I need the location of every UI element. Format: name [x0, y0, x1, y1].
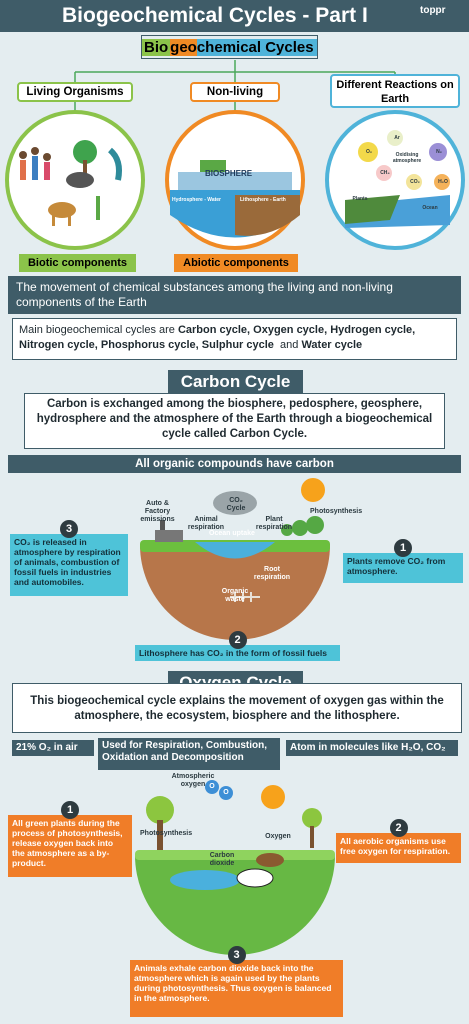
illustration-label: CH₄ [380, 170, 390, 176]
callout-number: 3 [60, 520, 78, 538]
nonliving-icons [170, 160, 300, 238]
component-label: Biotic components [19, 254, 136, 272]
callout: Lithosphere has CO₂ in the form of fossi… [135, 645, 340, 661]
illustration-label: Oxidising atmosphere [392, 152, 422, 164]
illustration-label: Ocean [422, 205, 438, 211]
illustration-label: Hydrosphere - Water [172, 197, 221, 203]
callout: CO₂ is released in atmosphere by respira… [10, 534, 128, 596]
illustration-label: atmosphere - air [198, 151, 237, 157]
main-cycles: Main biogeochemical cycles are Carbon cy… [12, 318, 457, 360]
cycles-text: Water cycle [301, 339, 363, 351]
page-title: Biogeochemical Cycles - Part I [0, 0, 469, 32]
callout-number: 2 [228, 631, 247, 649]
callout: All aerobic organisms use free oxygen fo… [336, 833, 461, 863]
callout-number: 3 [227, 946, 246, 964]
diagram-label: Auto & Factory emissions [140, 500, 175, 523]
oxygen-fact: Used for Respiration, Combustion, Oxidat… [98, 738, 280, 770]
illustration-label: Lithosphere - Earth [240, 197, 286, 203]
callout: All green plants during the process of p… [8, 815, 132, 877]
illustration-label: Plants [352, 196, 368, 202]
callout-number: 1 [61, 801, 79, 819]
illustration-label: N₂ [436, 149, 442, 155]
oxygen-diagram [135, 780, 335, 955]
carbon-description: Carbon is exchanged among the biosphere,… [24, 393, 445, 449]
title-part: Bio [142, 39, 171, 56]
diagram-label: Animal respiration [187, 516, 225, 531]
branch-label: Non-living [190, 82, 280, 102]
living-icons [19, 140, 122, 226]
diagram-label: Oxygen [265, 833, 291, 840]
diagram-label: Carbon dioxide [209, 852, 235, 867]
branch-label: Living Organisms [17, 82, 133, 102]
callout-number: 2 [389, 819, 408, 837]
callout-number: 1 [394, 539, 412, 557]
section-title: Carbon Cycle [168, 370, 303, 393]
callout: Plants remove CO₂ from atmosphere. [343, 553, 463, 583]
reactions-icons [345, 130, 450, 228]
diagram-label: Root respiration [253, 566, 291, 581]
diagram-label: O [209, 783, 215, 790]
illustration-label: O₂ [365, 149, 373, 155]
title-part: chemical Cycles [196, 39, 317, 56]
cycles-text: Main biogeochemical cycles are [19, 324, 178, 336]
diagram-label: Plant respiration [255, 516, 293, 531]
diagram-label: Photosynthesis [310, 508, 363, 515]
diagram-label: Ocean uptake [209, 530, 255, 537]
carbon-banner: All organic compounds have carbon [8, 455, 461, 473]
oxygen-description: This biogeochemical cycle explains the m… [12, 683, 462, 733]
illustration-label: CO₂ [410, 179, 420, 185]
diagram-label: Organic waste [221, 588, 249, 603]
illustration-label: H₂O [438, 179, 448, 185]
callout: Animals exhale carbon dioxide back into … [130, 960, 343, 1017]
oxygen-fact: Atom in molecules like H₂O, CO₂ [286, 740, 458, 756]
diagram-label: Atmospheric oxygen [171, 773, 215, 788]
title-part: geo [170, 39, 197, 56]
component-label: Abiotic components [174, 254, 298, 272]
illustration-label: BIOSPHERE [205, 169, 253, 178]
cycles-text: and [276, 339, 302, 351]
diagram-label: Photosynthesis [140, 830, 193, 837]
overview-title: Bio geochemical Cycles [141, 35, 318, 59]
cycles-text: Carbon cycle, Oxygen cycle, Hydrogen cyc… [19, 324, 419, 351]
brand: toppr [420, 5, 446, 16]
diagram-label: O [223, 789, 229, 796]
movement-text: The movement of chemical substances amon… [8, 276, 461, 314]
illustration-label: Ar [394, 135, 400, 141]
oxygen-fact: 21% O₂ in air [12, 740, 94, 756]
diagram-label: CO₂ Cycle [226, 497, 246, 512]
carbon-diagram [140, 478, 330, 640]
branch-label: Different Reactions on Earth [330, 74, 460, 108]
